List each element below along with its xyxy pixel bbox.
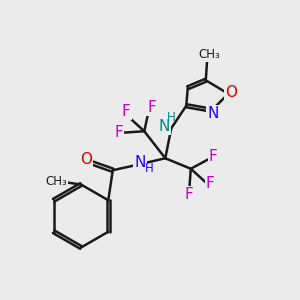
Text: N: N [158,119,169,134]
Text: F: F [209,149,218,164]
Text: F: F [206,176,215,191]
Text: F: F [147,100,156,115]
Text: H: H [167,111,176,124]
Text: CH₃: CH₃ [198,48,220,61]
Text: F: F [185,187,194,202]
Text: O: O [80,152,92,167]
Text: F: F [114,125,123,140]
Text: H: H [144,162,153,175]
Text: O: O [225,85,237,100]
Text: CH₃: CH₃ [46,175,67,188]
Text: N: N [134,155,146,170]
Text: N: N [208,106,219,121]
Text: F: F [122,104,131,119]
